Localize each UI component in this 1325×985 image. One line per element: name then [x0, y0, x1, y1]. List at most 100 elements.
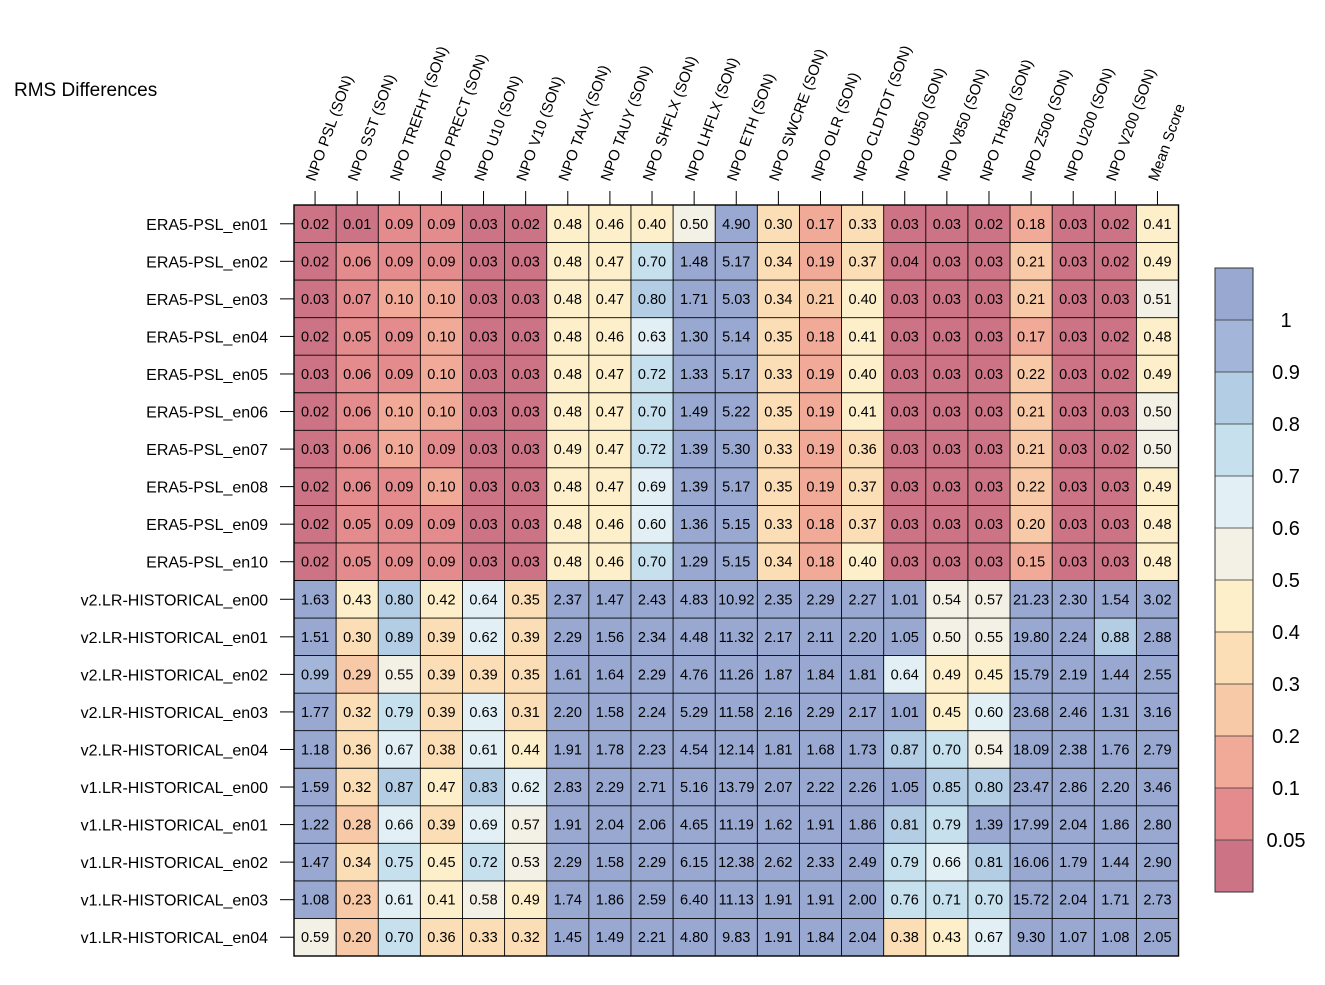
heatmap-cell [925, 918, 969, 957]
heatmap-cell [630, 280, 674, 318]
cell-value-label: 0.06 [343, 405, 371, 421]
cell-value-label: 0.39 [512, 630, 540, 646]
cell-value-labels: 0.02 0.01 0.09 0.09 0.03 0.02 0.48 0.46 0.40 0.50… [301, 217, 1172, 946]
cell-value-label: 1.91 [764, 893, 792, 909]
heatmap-cell [757, 505, 800, 544]
heatmap-cell [546, 505, 590, 544]
heatmap-cell [925, 843, 969, 882]
heatmap-cell [378, 618, 421, 656]
cell-value-label: 0.55 [385, 667, 413, 683]
heatmap-cell [420, 805, 463, 844]
heatmap-cell [546, 280, 590, 318]
cell-value-label: 5.29 [680, 705, 708, 721]
cell-value-label: 2.20 [554, 705, 582, 721]
cell-value-label: 0.43 [933, 930, 961, 946]
cell-value-label: 0.22 [1017, 480, 1045, 496]
cell-value-label: 0.79 [385, 705, 413, 721]
cell-value-label: 11.32 [719, 630, 754, 646]
heatmap-cell [630, 467, 674, 506]
cell-value-label: 0.23 [343, 893, 371, 909]
cell-value-label: 0.49 [1143, 480, 1171, 496]
cell-value-label: 0.03 [1101, 517, 1129, 533]
cell-value-label: 0.37 [849, 480, 877, 496]
heatmap-cell [462, 655, 505, 694]
heatmap-cell [420, 280, 463, 318]
row-labels: ERA5-PSL_en01 ERA5-PSL_en02 ERA5-PSL_en03 E… [81, 217, 294, 947]
cell-value-label: 0.50 [680, 217, 708, 233]
cell-value-label: 2.22 [806, 780, 834, 796]
cell-value-label: 0.03 [301, 367, 329, 383]
cell-value-label: 0.60 [638, 517, 666, 533]
cell-value-label: 0.30 [764, 217, 792, 233]
column-labels: NPO PSL (SON)NPO SST (SON)NPO TREFHT (SO… [303, 43, 1189, 205]
cell-value-label: 0.60 [975, 705, 1003, 721]
heatmap-cell [673, 805, 716, 844]
cell-value-label: 0.02 [301, 217, 329, 233]
colorbar-tick-label: 0.1 [1272, 778, 1300, 800]
cell-value-label: 5.15 [722, 555, 750, 571]
cell-value-label: 0.47 [596, 480, 624, 496]
cell-value-label: 4.80 [680, 930, 708, 946]
cell-value-label: 0.09 [427, 254, 455, 270]
cell-value-label: 1.08 [1101, 930, 1129, 946]
cell-value-label: 0.03 [1059, 329, 1087, 345]
cell-value-label: 0.09 [385, 367, 413, 383]
cell-value-label: 3.46 [1143, 780, 1171, 796]
heatmap-cell [715, 317, 758, 356]
heatmap-cell [630, 505, 674, 544]
heatmap-cell [546, 918, 590, 957]
cell-value-label: 0.20 [343, 930, 371, 946]
cell-value-label: 0.03 [891, 555, 919, 571]
cell-value-label: 0.03 [1101, 292, 1129, 308]
heatmap-cell [504, 768, 548, 807]
cell-value-label: 0.50 [933, 630, 961, 646]
heatmap-cell [799, 768, 842, 807]
cell-value-label: 0.03 [512, 329, 540, 345]
heatmap-cell [841, 805, 884, 844]
heatmap-cell [925, 505, 969, 544]
cell-value-label: 0.03 [891, 367, 919, 383]
cell-value-label: 0.15 [1017, 555, 1045, 571]
heatmap-cell [420, 392, 463, 431]
heatmap-cell [1136, 317, 1179, 356]
cell-value-label: 0.67 [385, 742, 413, 758]
cell-value-label: 0.62 [512, 780, 540, 796]
cell-value-label: 0.03 [891, 329, 919, 345]
row-label: v2.LR-HISTORICAL_en01 [81, 630, 268, 647]
colorbar-segment [1215, 268, 1253, 321]
heatmap-cell [630, 430, 674, 469]
cell-value-label: 1.71 [1101, 893, 1129, 909]
heatmap-cell [715, 467, 758, 506]
cell-value-label: 0.70 [385, 930, 413, 946]
heatmap-cell [1010, 618, 1053, 656]
cell-value-label: 15.72 [1013, 893, 1049, 909]
heatmap-cell [673, 280, 716, 318]
cell-value-label: 0.18 [806, 517, 834, 533]
cell-value-label: 0.39 [427, 818, 455, 834]
cell-value-label: 0.47 [596, 292, 624, 308]
cell-value-label: 4.54 [680, 742, 708, 758]
heatmap-cell [967, 580, 1011, 619]
heatmap-cell [588, 918, 632, 957]
cell-value-label: 0.63 [638, 329, 666, 345]
heatmap-cell [420, 505, 463, 544]
heatmap-cell [757, 392, 800, 431]
heatmap-cell [1094, 768, 1137, 807]
cell-value-label: 0.70 [638, 254, 666, 270]
cell-value-label: 2.55 [1143, 667, 1171, 683]
heatmap-cell [673, 768, 716, 807]
cell-value-label: 0.63 [469, 705, 497, 721]
heatmap-cell [841, 392, 884, 431]
cell-value-label: 5.17 [722, 254, 750, 270]
cell-value-label: 1.91 [554, 818, 582, 834]
heatmap-cell [1052, 430, 1095, 469]
heatmap-cell [883, 280, 927, 318]
heatmap-cell [799, 730, 842, 769]
row-label: ERA5-PSL_en03 [146, 292, 268, 309]
heatmap-cell [925, 355, 969, 394]
heatmap-cell [1010, 655, 1053, 694]
heatmap-cell [1010, 580, 1053, 619]
cell-value-label: 0.35 [512, 667, 540, 683]
heatmap-cell [630, 618, 674, 656]
